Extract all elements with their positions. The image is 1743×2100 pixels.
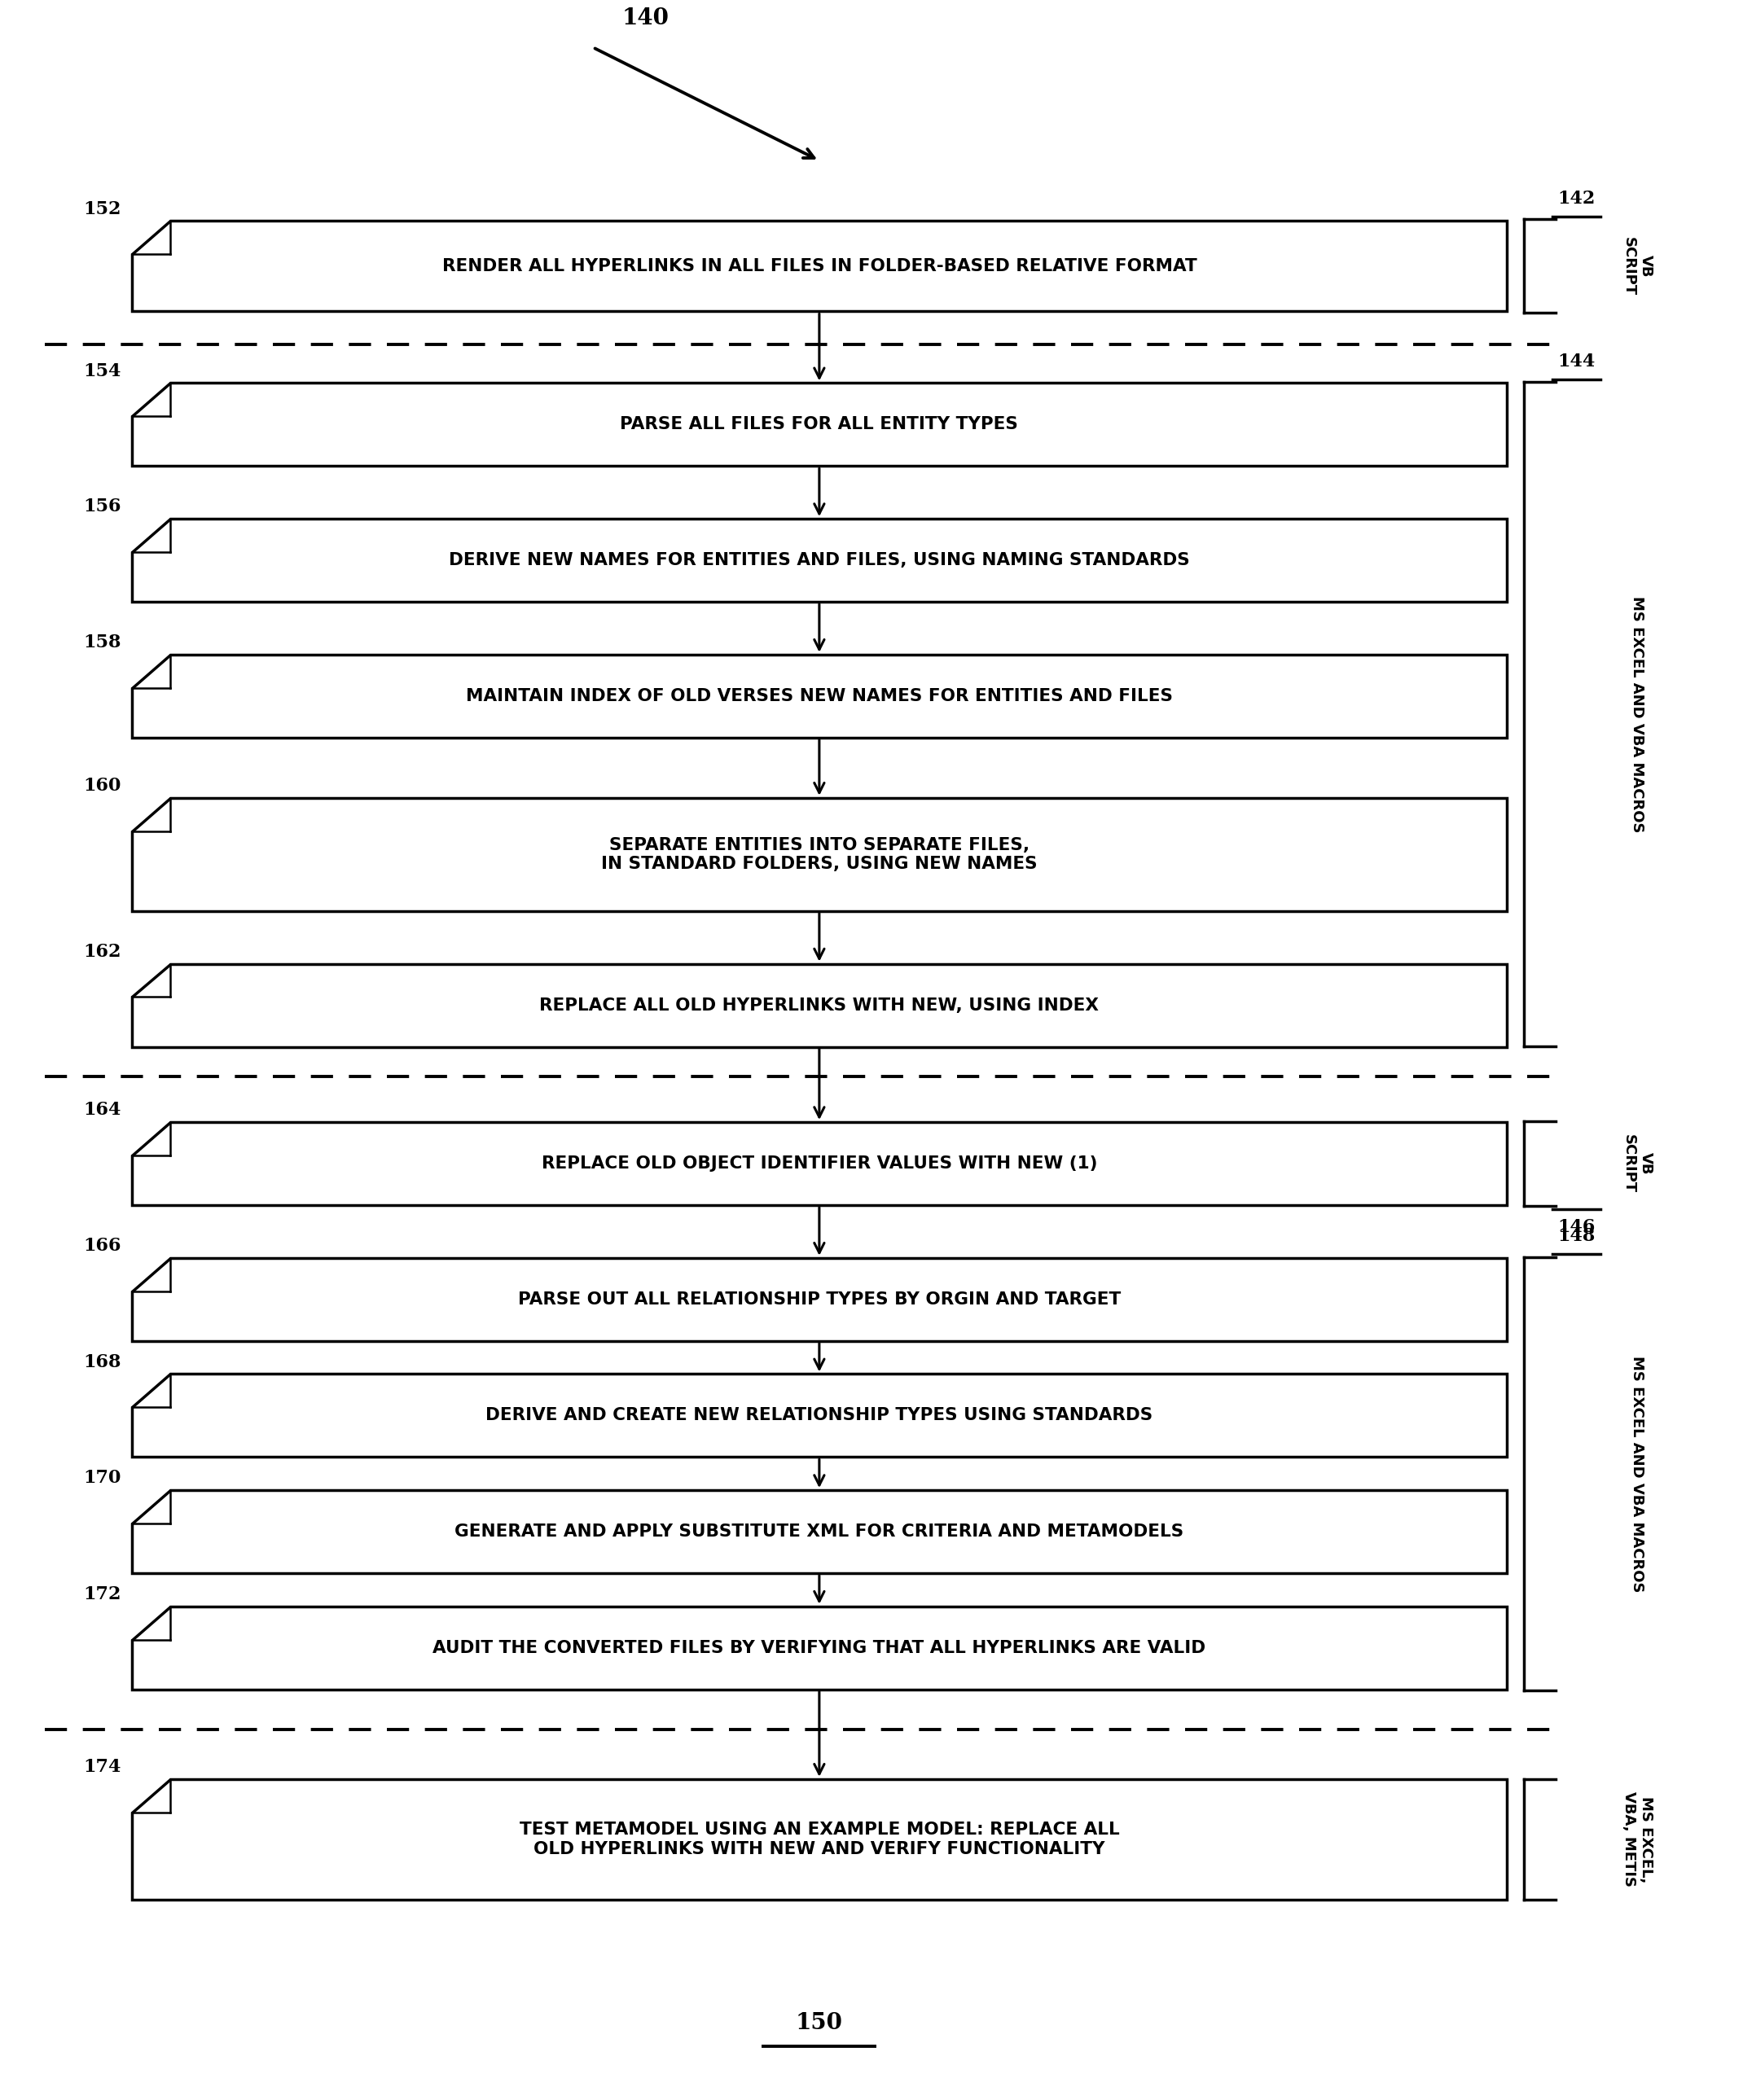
Text: 162: 162 xyxy=(84,943,122,962)
Polygon shape xyxy=(132,1121,1508,1205)
Polygon shape xyxy=(132,798,1508,911)
Text: MS EXCEL,
VBA, METIS: MS EXCEL, VBA, METIS xyxy=(1621,1791,1652,1888)
Text: 164: 164 xyxy=(84,1100,122,1119)
Text: 174: 174 xyxy=(84,1758,122,1777)
Text: MS EXCEL AND VBA MACROS: MS EXCEL AND VBA MACROS xyxy=(1630,596,1645,832)
Text: REPLACE OLD OBJECT IDENTIFIER VALUES WITH NEW (1): REPLACE OLD OBJECT IDENTIFIER VALUES WIT… xyxy=(542,1155,1098,1172)
Text: 152: 152 xyxy=(84,200,122,218)
Text: AUDIT THE CONVERTED FILES BY VERIFYING THAT ALL HYPERLINKS ARE VALID: AUDIT THE CONVERTED FILES BY VERIFYING T… xyxy=(432,1640,1206,1657)
Text: 166: 166 xyxy=(84,1237,122,1256)
Polygon shape xyxy=(132,519,1508,603)
Text: 148: 148 xyxy=(1558,1226,1595,1245)
Text: MS EXCEL AND VBA MACROS: MS EXCEL AND VBA MACROS xyxy=(1630,1354,1645,1592)
Text: 140: 140 xyxy=(622,6,669,29)
Polygon shape xyxy=(132,964,1508,1046)
Text: 154: 154 xyxy=(84,361,122,380)
Text: 144: 144 xyxy=(1558,353,1595,370)
Text: DERIVE NEW NAMES FOR ENTITIES AND FILES, USING NAMING STANDARDS: DERIVE NEW NAMES FOR ENTITIES AND FILES,… xyxy=(448,552,1190,569)
Text: REPLACE ALL OLD HYPERLINKS WITH NEW, USING INDEX: REPLACE ALL OLD HYPERLINKS WITH NEW, USI… xyxy=(540,997,1100,1014)
Polygon shape xyxy=(132,220,1508,311)
Text: 172: 172 xyxy=(84,1586,122,1604)
Text: 158: 158 xyxy=(84,634,122,651)
Text: 168: 168 xyxy=(84,1352,122,1371)
Text: 160: 160 xyxy=(84,777,122,794)
Text: 142: 142 xyxy=(1558,189,1595,208)
Text: SEPARATE ENTITIES INTO SEPARATE FILES,
IN STANDARD FOLDERS, USING NEW NAMES: SEPARATE ENTITIES INTO SEPARATE FILES, I… xyxy=(601,836,1037,871)
Polygon shape xyxy=(132,382,1508,466)
Text: TEST METAMODEL USING AN EXAMPLE MODEL: REPLACE ALL
OLD HYPERLINKS WITH NEW AND V: TEST METAMODEL USING AN EXAMPLE MODEL: R… xyxy=(519,1823,1119,1856)
Text: 150: 150 xyxy=(797,2012,844,2035)
Polygon shape xyxy=(132,1258,1508,1342)
Text: VB
SCRIPT: VB SCRIPT xyxy=(1621,1134,1652,1193)
Polygon shape xyxy=(132,1373,1508,1457)
Text: GENERATE AND APPLY SUBSTITUTE XML FOR CRITERIA AND METAMODELS: GENERATE AND APPLY SUBSTITUTE XML FOR CR… xyxy=(455,1525,1183,1539)
Polygon shape xyxy=(132,1779,1508,1901)
Polygon shape xyxy=(132,1491,1508,1573)
Text: 146: 146 xyxy=(1558,1218,1595,1237)
Text: VB
SCRIPT: VB SCRIPT xyxy=(1621,237,1652,296)
Text: DERIVE AND CREATE NEW RELATIONSHIP TYPES USING STANDARDS: DERIVE AND CREATE NEW RELATIONSHIP TYPES… xyxy=(486,1407,1152,1424)
Polygon shape xyxy=(132,655,1508,737)
Text: RENDER ALL HYPERLINKS IN ALL FILES IN FOLDER-BASED RELATIVE FORMAT: RENDER ALL HYPERLINKS IN ALL FILES IN FO… xyxy=(443,258,1197,275)
Text: 170: 170 xyxy=(84,1470,122,1487)
Text: PARSE OUT ALL RELATIONSHIP TYPES BY ORGIN AND TARGET: PARSE OUT ALL RELATIONSHIP TYPES BY ORGI… xyxy=(518,1292,1121,1308)
Text: PARSE ALL FILES FOR ALL ENTITY TYPES: PARSE ALL FILES FOR ALL ENTITY TYPES xyxy=(621,416,1018,433)
Text: 156: 156 xyxy=(84,498,122,517)
Polygon shape xyxy=(132,1606,1508,1688)
Text: MAINTAIN INDEX OF OLD VERSES NEW NAMES FOR ENTITIES AND FILES: MAINTAIN INDEX OF OLD VERSES NEW NAMES F… xyxy=(465,689,1173,704)
